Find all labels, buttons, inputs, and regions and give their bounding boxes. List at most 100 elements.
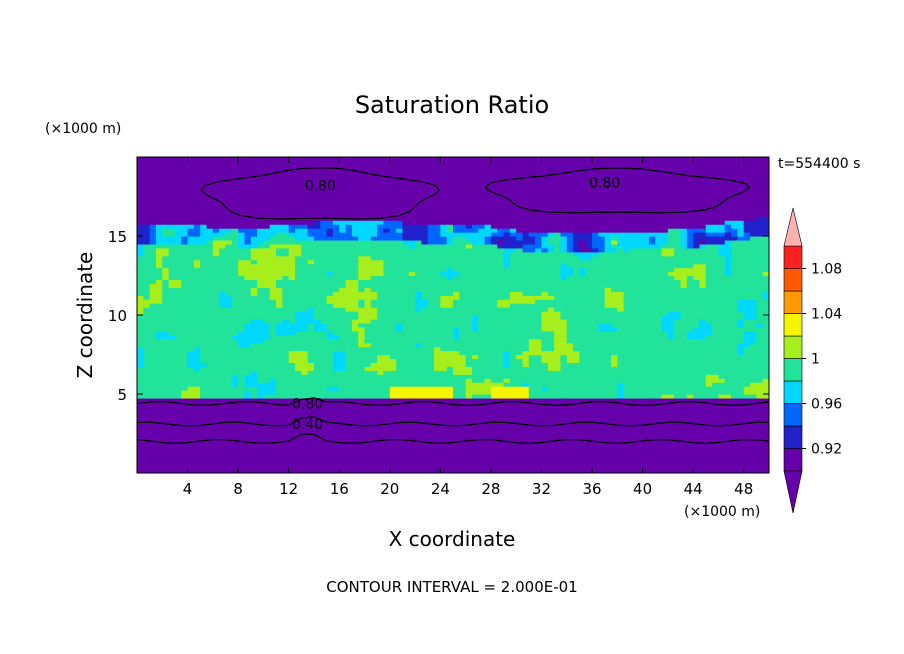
heatmap-cell: [459, 437, 467, 442]
heatmap-cell: [383, 311, 391, 316]
heatmap-cell: [282, 429, 290, 435]
heatmap-cell: [339, 378, 347, 383]
heatmap-cell: [257, 164, 264, 170]
heatmap-cell: [364, 212, 372, 217]
heatmap-cell: [206, 291, 214, 296]
heatmap-cell: [187, 157, 195, 162]
heatmap-cell: [320, 378, 328, 383]
heatmap-cell: [427, 228, 435, 233]
heatmap-cell: [459, 425, 467, 431]
heatmap-cell: [516, 232, 524, 237]
heatmap-cell: [250, 188, 258, 194]
heatmap-cell: [288, 330, 296, 336]
heatmap-cell: [168, 279, 176, 284]
heatmap-cell: [377, 417, 385, 423]
heatmap-cell: [421, 449, 429, 454]
heatmap-cell: [478, 374, 486, 379]
heatmap-cell: [453, 192, 460, 198]
heatmap-cell: [269, 247, 277, 253]
heatmap-cell: [187, 267, 195, 273]
heatmap-cell: [503, 465, 511, 470]
heatmap-cell: [408, 378, 416, 383]
heatmap-cell: [320, 255, 328, 261]
heatmap-cell: [137, 425, 144, 431]
heatmap-cell: [282, 449, 290, 454]
heatmap-cell: [389, 247, 397, 253]
heatmap-cell: [193, 342, 201, 348]
heatmap-cell: [345, 232, 353, 237]
heatmap-cell: [168, 232, 176, 237]
heatmap-cell: [206, 350, 214, 356]
heatmap-cell: [225, 425, 233, 431]
heatmap-cell: [250, 157, 258, 162]
heatmap-cell: [313, 279, 321, 284]
heatmap-cell: [478, 366, 486, 371]
heatmap-cell: [478, 263, 486, 269]
heatmap-cell: [484, 251, 492, 257]
heatmap-cell: [301, 354, 309, 360]
heatmap-cell: [459, 287, 467, 292]
heatmap-cell: [509, 437, 517, 442]
heatmap-cell: [370, 315, 378, 320]
heatmap-cell: [168, 366, 176, 371]
heatmap-cell: [383, 370, 391, 375]
heatmap-cell: [162, 437, 170, 442]
heatmap-cell: [307, 299, 315, 304]
heatmap-cell: [471, 287, 479, 292]
heatmap-cell: [421, 247, 429, 253]
heatmap-cell: [522, 326, 530, 332]
heatmap-cell: [509, 350, 517, 356]
heatmap-cell: [370, 208, 378, 213]
heatmap-cell: [181, 409, 189, 415]
heatmap-cell: [383, 287, 391, 292]
heatmap-cell: [155, 358, 163, 363]
heatmap-cell: [162, 271, 170, 277]
heatmap-cell: [313, 358, 321, 363]
heatmap-cell: [162, 441, 170, 446]
heatmap-cell: [313, 160, 321, 166]
heatmap-cell: [250, 394, 258, 399]
heatmap-cell: [320, 469, 328, 473]
heatmap-cell: [389, 378, 397, 383]
heatmap-cell: [282, 247, 290, 253]
heatmap-cell: [503, 437, 511, 442]
heatmap-cell: [339, 236, 347, 241]
heatmap-cell: [471, 457, 479, 462]
heatmap-cell: [459, 180, 467, 186]
heatmap-cell: [276, 239, 283, 245]
heatmap-cell: [320, 168, 328, 174]
heatmap-cell: [509, 413, 517, 419]
heatmap-cell: [231, 461, 239, 466]
heatmap-cell: [276, 224, 283, 229]
heatmap-cell: [402, 394, 410, 399]
heatmap-cell: [408, 453, 416, 458]
heatmap-cell: [415, 401, 422, 407]
heatmap-cell: [269, 228, 277, 233]
heatmap-cell: [465, 200, 473, 205]
heatmap-cell: [345, 425, 353, 431]
heatmap-cell: [471, 157, 479, 162]
heatmap-cell: [484, 247, 492, 253]
heatmap-cell: [250, 216, 258, 221]
heatmap-cell: [478, 445, 486, 450]
heatmap-cell: [313, 180, 321, 186]
heatmap-cell: [497, 437, 505, 442]
heatmap-cell: [263, 382, 271, 387]
heatmap-cell: [187, 405, 195, 411]
heatmap-cell: [301, 322, 309, 328]
heatmap-cell: [181, 176, 189, 182]
heatmap-cell: [162, 445, 170, 450]
heatmap-cell: [238, 157, 246, 162]
heatmap-cell: [231, 157, 239, 162]
heatmap-cell: [288, 220, 296, 225]
heatmap-cell: [257, 236, 264, 241]
heatmap-cell: [446, 228, 454, 233]
heatmap-cell: [162, 401, 170, 407]
heatmap-cell: [345, 299, 353, 304]
heatmap-cell: [193, 346, 201, 352]
heatmap-cell: [181, 397, 189, 403]
heatmap-cell: [370, 370, 378, 375]
heatmap-cell: [522, 374, 530, 379]
heatmap-cell: [193, 409, 201, 415]
heatmap-cell: [490, 239, 498, 245]
